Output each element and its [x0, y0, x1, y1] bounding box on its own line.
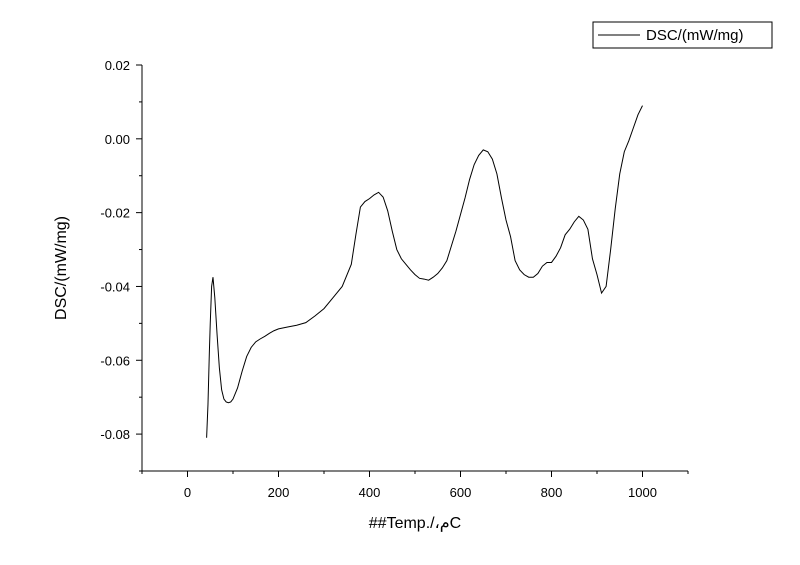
x-tick-label: 600	[450, 485, 472, 500]
y-axis-title: DSC/(mW/mg)	[53, 216, 70, 320]
legend: DSC/(mW/mg)	[592, 21, 773, 49]
x-tick-label: 800	[541, 485, 563, 500]
x-tick-label: 200	[268, 485, 290, 500]
series-line-dsc	[206, 105, 643, 438]
ticks	[136, 64, 689, 477]
x-axis-title: ##Temp./،مC	[369, 515, 461, 532]
y-tick-label: -0.06	[100, 353, 130, 368]
y-tick-label: -0.02	[100, 206, 130, 221]
y-tick-label: 0.02	[105, 58, 130, 73]
y-tick-label: -0.04	[100, 279, 130, 294]
tick-labels: 0 200 400 600 800 1000 -0.08 -0.06 -0.04 -0.02 0.0…	[100, 58, 657, 500]
y-tick-label: 0.00	[105, 132, 130, 147]
x-tick-label: 0	[184, 485, 191, 500]
x-tick-label: 1000	[628, 485, 657, 500]
y-tick-label: -0.08	[100, 427, 130, 442]
legend-label: DSC/(mW/mg)	[646, 27, 744, 44]
x-tick-label: 400	[359, 485, 381, 500]
